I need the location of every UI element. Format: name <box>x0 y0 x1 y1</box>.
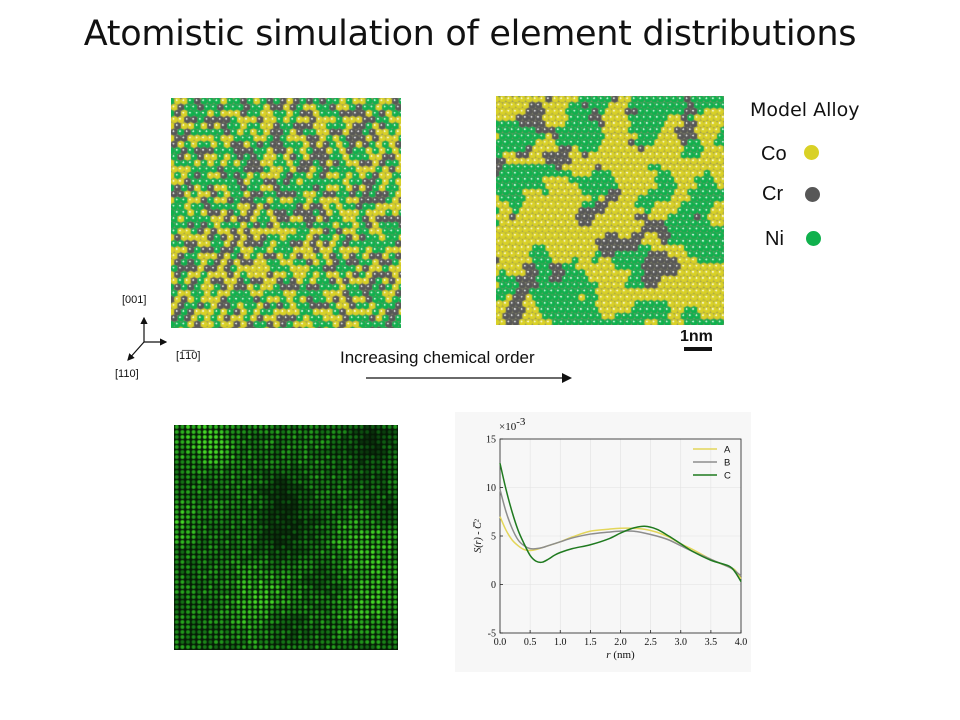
slide-title: Atomistic simulation of element distribu… <box>83 14 857 54</box>
chart-series <box>499 463 742 582</box>
y-tick-label: 15 <box>486 435 496 446</box>
series-line-c <box>499 463 742 582</box>
legend-label-a: A <box>724 445 731 456</box>
legend-label-cr: Cr <box>762 183 784 205</box>
y-tick-label: 10 <box>486 483 496 494</box>
axis-label-110: [110] <box>115 368 139 380</box>
y-multiplier-label: ×10-3 <box>499 416 526 433</box>
axis-label-001: [001] <box>122 294 147 306</box>
chart-grid <box>499 438 742 634</box>
y-tick-label: 0 <box>491 580 496 591</box>
x-tick-label: 3.5 <box>705 637 718 648</box>
atom-map-random <box>171 98 401 328</box>
chart-legend: ABC <box>693 445 731 482</box>
x-tick-label: 3.0 <box>675 637 688 648</box>
green-dot-icon <box>806 231 821 246</box>
ni-concentration-map <box>174 425 398 650</box>
x-tick-label: 0.5 <box>524 637 537 648</box>
axis-triad <box>127 316 168 361</box>
y-tick-label: 5 <box>491 532 496 543</box>
legend-label-b: B <box>724 458 730 469</box>
y-axis-label: S(r) - C̅² <box>473 518 484 553</box>
chart-ticks: 0.0 0.5 1.0 1.5 2.0 2.5 3.0 3.5 4.0 -5 0 5 10 15 <box>486 435 747 649</box>
series-line-a <box>499 516 742 580</box>
legend-label-ni: Ni <box>765 228 784 250</box>
gray-dot-icon <box>805 187 820 202</box>
plot-background <box>455 412 751 672</box>
scale-bar-label: 1nm <box>680 328 713 345</box>
x-axis-label: r (nm) <box>606 649 635 661</box>
legend-label-c: C <box>724 471 731 482</box>
axis-arrow-110 <box>127 341 145 361</box>
x-tick-label: 1.0 <box>554 637 567 648</box>
x-tick-label: 1.5 <box>584 637 597 648</box>
x-tick-label: 2.5 <box>644 637 657 648</box>
x-tick-label: 2.0 <box>614 637 627 648</box>
order-arrow <box>366 373 572 383</box>
y-tick-label: -5 <box>488 629 496 640</box>
axis-label-1-10: [1̅1̅0] <box>176 350 201 362</box>
scale-bar <box>684 347 712 351</box>
order-arrow-label: Increasing chemical order <box>340 348 535 367</box>
yellow-dot-icon <box>804 145 819 160</box>
x-tick-label: 4.0 <box>735 637 748 648</box>
legend-title: Model Alloy <box>750 99 860 121</box>
atom-map-ordered <box>496 96 724 325</box>
legend-label-co: Co <box>761 143 787 165</box>
x-tick-label: 0.0 <box>494 637 507 648</box>
